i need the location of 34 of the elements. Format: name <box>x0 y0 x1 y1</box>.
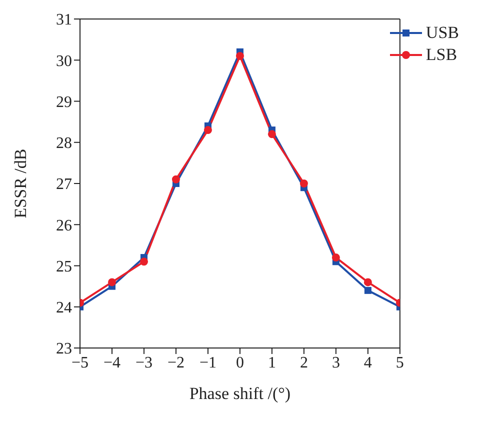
point <box>332 254 340 262</box>
point <box>236 52 244 60</box>
y-tick-label: 25 <box>56 258 72 276</box>
legend-label: LSB <box>426 45 458 65</box>
point <box>364 278 372 286</box>
y-tick-label: 29 <box>56 94 72 111</box>
y-tick-label: 23 <box>56 340 72 358</box>
x-tick-label: −5 <box>71 354 89 372</box>
x-tick-label: −1 <box>199 354 216 372</box>
x-tick-label: 3 <box>332 354 340 372</box>
x-tick-label: 4 <box>364 354 372 372</box>
y-tick-label: 27 <box>56 176 72 194</box>
x-tick-label: 2 <box>300 354 308 372</box>
point <box>108 278 116 286</box>
point <box>172 175 180 184</box>
y-axis-title: ESSR /dB <box>11 148 30 218</box>
point <box>300 180 308 188</box>
x-tick-label: 1 <box>268 354 276 372</box>
x-tick-label: −3 <box>135 354 152 372</box>
x-tick-label: 0 <box>236 354 244 372</box>
y-tick-label: 24 <box>56 300 72 317</box>
point <box>204 126 212 134</box>
x-tick-label: 5 <box>396 354 404 372</box>
x-tick-label: −2 <box>167 354 184 372</box>
y-tick-label: 30 <box>56 52 72 70</box>
y-tick-label: 31 <box>56 12 72 29</box>
point <box>140 258 148 266</box>
legend-label: USB <box>426 23 459 43</box>
y-tick-label: 26 <box>56 217 72 234</box>
point <box>364 286 372 294</box>
point <box>268 130 276 138</box>
x-axis-title: Phase shift /(°) <box>189 384 291 403</box>
y-tick-label: 28 <box>56 135 72 152</box>
x-tick-label: −4 <box>103 354 121 372</box>
